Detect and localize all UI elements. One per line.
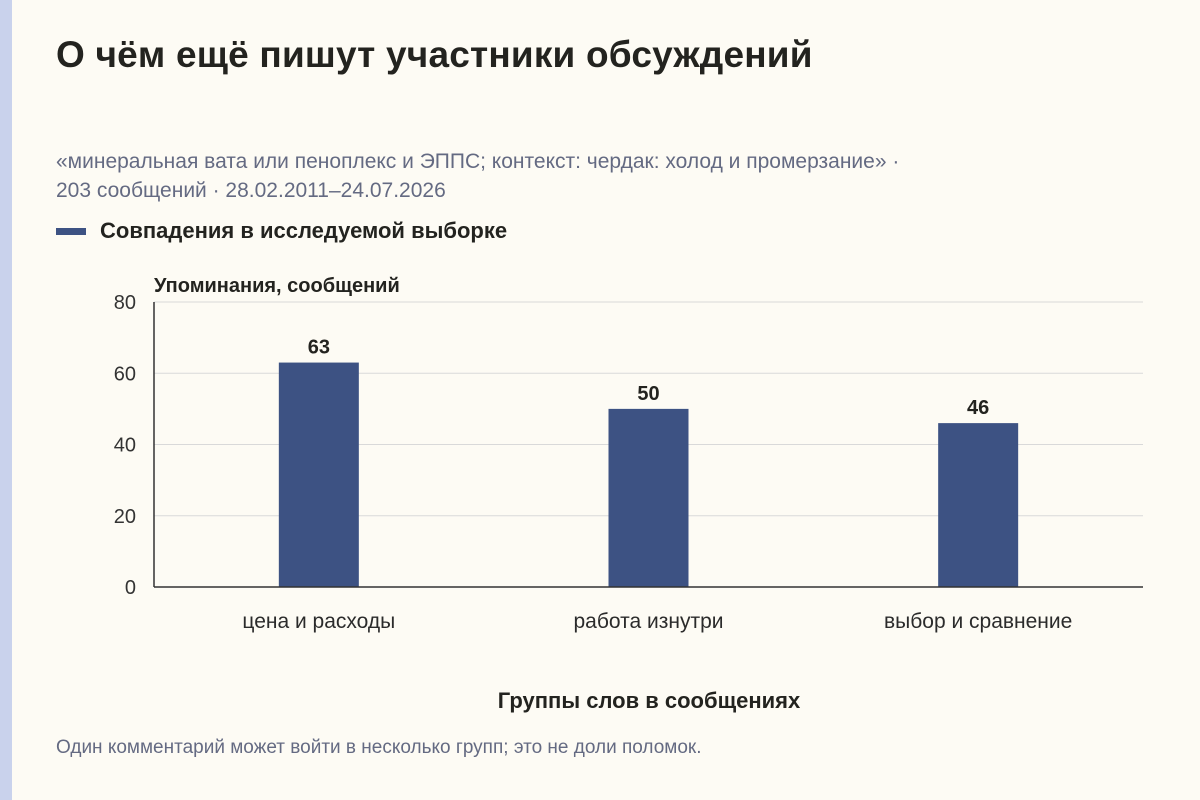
legend: Совпадения в исследуемой выборке (56, 218, 507, 244)
y-axis-title: Упоминания, сообщений (154, 275, 400, 297)
y-tick-label: 40 (114, 435, 136, 457)
x-tick-label: цена и расходы (242, 610, 395, 633)
subtitle-line-2: 203 сообщений · 28.02.2011–24.07.2026 (56, 179, 446, 202)
x-tick-label: работа изнутри (574, 610, 724, 633)
y-axis-ticks: 0 20 40 60 80 (114, 292, 136, 599)
chart-subtitle: «минеральная вата или пеноплекс и ЭППС; … (56, 147, 1136, 205)
bar (278, 362, 359, 587)
legend-label: Совпадения в исследуемой выборке (100, 218, 508, 243)
x-axis-title: Группы слов в сообщениях (498, 688, 801, 713)
y-tick-label: 20 (114, 506, 136, 528)
bar (938, 423, 1019, 587)
bar-value-label: 46 (967, 397, 989, 419)
category-labels: цена и расходы работа изнутри выбор и срав… (242, 610, 1072, 633)
subtitle-line-1: «минеральная вата или пеноплекс и ЭППС; … (56, 150, 900, 173)
bars (278, 362, 1019, 587)
legend-swatch (56, 227, 86, 235)
bar (608, 408, 689, 587)
y-tick-label: 80 (114, 292, 136, 314)
y-tick-label: 60 (114, 363, 136, 385)
accent-stripe (0, 0, 12, 800)
bar-value-label: 50 (637, 383, 659, 405)
value-labels: 63 50 46 (308, 337, 990, 420)
bar-value-label: 63 (308, 337, 330, 359)
chart-title: О чём ещё пишут участники обсуждений (56, 34, 813, 75)
y-tick-label: 0 (125, 577, 136, 599)
footnote: Один комментарий может войти в несколько… (56, 737, 702, 758)
x-tick-label: выбор и сравнение (884, 610, 1072, 633)
